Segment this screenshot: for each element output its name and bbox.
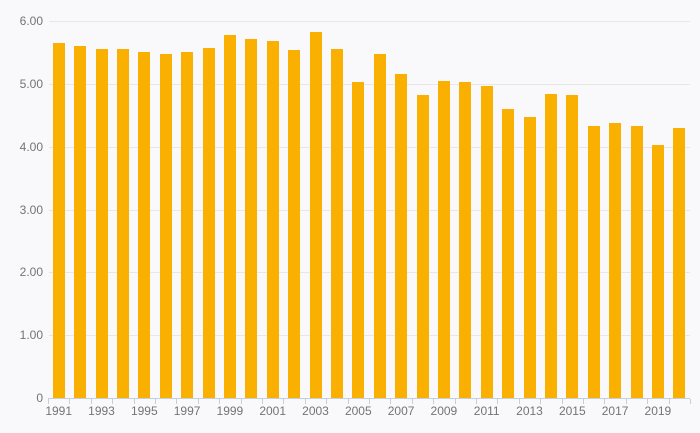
x-axis-tick [176,399,178,404]
x-axis-tick [647,399,649,404]
bar-1997 [181,51,194,398]
x-axis-label-2015: 2015 [558,404,586,418]
x-axis-label-2019: 2019 [644,404,672,418]
x-axis-tick [219,399,221,404]
x-axis-tick [561,399,563,404]
x-axis-tick [133,399,135,404]
bar-2004 [330,49,343,398]
bar-2010 [459,81,472,398]
x-axis-tick [112,399,114,404]
bar-1996 [159,54,172,398]
x-axis-tick [476,399,477,404]
x-axis-tick [369,399,370,404]
gridline-4 [49,146,690,148]
x-axis-tick [625,399,627,404]
bar-2003 [309,31,322,398]
bar-1995 [138,51,151,398]
x-axis-label-2013: 2013 [516,404,543,418]
bar-2017 [609,122,622,398]
x-axis-label-2003: 2003 [302,404,329,418]
x-axis-tick [197,399,199,404]
bar-2019 [651,145,664,398]
y-axis-label-6.00: 6.00 [19,14,43,28]
y-axis-label-2.00: 2.00 [19,265,43,280]
x-axis-tick [240,399,242,404]
gridline-6 [49,21,690,22]
x-axis-label-1997: 1997 [173,404,201,418]
x-axis-label-1995: 1995 [130,404,158,418]
gridline-5 [49,83,690,85]
x-axis-label-2009: 2009 [430,404,458,418]
x-axis-tick [454,399,456,404]
bar-2015 [566,95,579,398]
x-axis-tick [283,399,285,404]
x-axis-tick [497,399,499,404]
bar-1994 [116,48,129,398]
x-axis-tick [604,399,606,404]
x-axis-line [48,398,690,399]
x-axis-label-1993: 1993 [88,404,115,418]
x-axis-tick [690,399,691,404]
x-axis-label-1991: 1991 [45,404,73,418]
bar-1992 [74,46,87,398]
x-axis-label-2005: 2005 [344,404,372,418]
x-axis-label-1999: 1999 [216,404,244,418]
bar-2018 [630,125,643,398]
x-axis-label-2001: 2001 [259,404,287,418]
bar-2009 [437,80,450,398]
bar-1991 [52,43,65,398]
bar-2008 [416,94,429,398]
bar-1993 [95,48,108,398]
y-axis-label-3.00: 3.00 [19,202,43,217]
x-axis-label-2007: 2007 [387,404,415,418]
x-axis-tick [347,399,349,404]
y-axis-label-4.00: 4.00 [19,139,43,154]
y-axis-label-1.00: 1.00 [19,328,43,343]
bar-1998 [202,48,215,398]
bar-2012 [502,108,515,398]
x-axis-tick [155,399,156,404]
x-axis-tick [69,399,71,404]
gridline-2 [49,272,690,274]
bar-2011 [480,85,493,398]
bar-2007 [395,73,408,398]
x-axis-tick [48,399,49,404]
bar-2016 [587,125,600,398]
bar-2002 [288,49,301,398]
x-axis-tick [90,399,92,404]
x-axis-tick [304,399,306,404]
bar-2020 [673,127,686,398]
plot-area [48,21,691,404]
x-axis-tick [518,399,520,404]
x-axis-tick [262,399,263,404]
bar-2005 [352,81,365,398]
bar-2013 [523,117,536,398]
y-axis-label-5.00: 5.00 [19,76,43,91]
x-axis-tick [390,399,392,404]
x-axis-tick [326,399,328,404]
bar-2006 [373,54,386,398]
x-axis-tick [411,399,413,404]
x-axis-tick [540,399,542,404]
bar-2001 [266,41,279,398]
x-axis-label-2017: 2017 [601,404,629,418]
y-axis-label-0: 0 [36,391,43,405]
x-axis-tick [583,399,584,404]
gridline-3 [49,209,690,211]
x-axis-tick [668,399,670,404]
x-axis-label-2011: 2011 [473,404,500,418]
bar-1999 [223,35,236,398]
gridline-1 [49,335,690,337]
bar-2014 [544,93,557,398]
x-axis-tick [433,399,435,404]
bar-2000 [245,39,258,398]
